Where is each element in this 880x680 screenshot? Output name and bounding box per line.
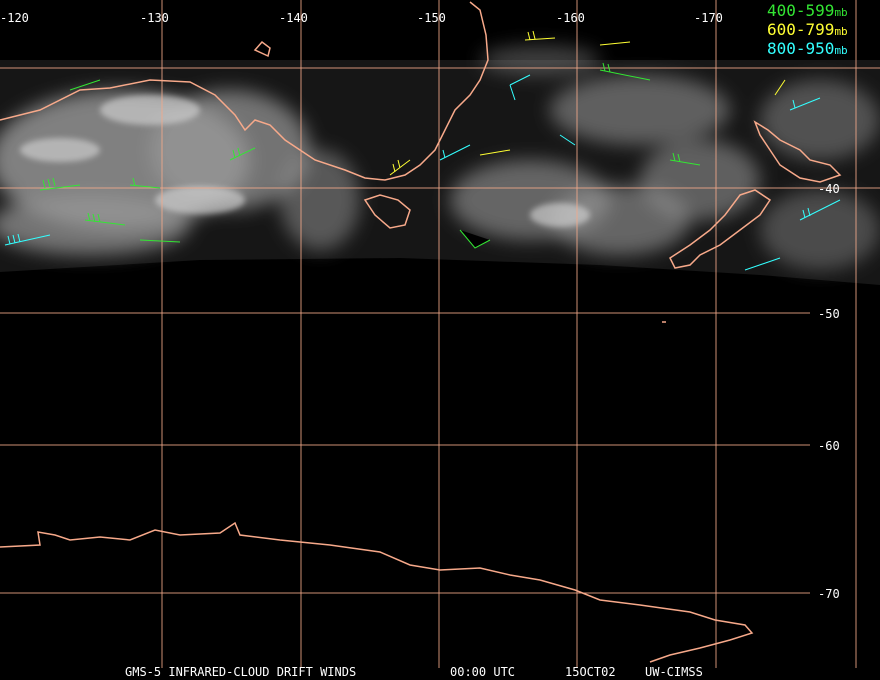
legend-range: 600-799 <box>767 20 834 39</box>
legend-range: 800-950 <box>767 39 834 58</box>
legend-entry: 600-799mb <box>767 20 848 39</box>
lat-label: -50 <box>818 307 840 321</box>
lon-label: -140 <box>279 11 308 25</box>
legend-unit: mb <box>834 44 847 57</box>
legend-entry: 800-950mb <box>767 39 848 58</box>
footer-source: UW-CIMSS <box>645 665 703 679</box>
cloud-imagery <box>0 45 880 285</box>
lon-label: -170 <box>694 11 723 25</box>
lon-label: -150 <box>417 11 446 25</box>
lat-label: -40 <box>818 182 840 196</box>
legend-entry: 400-599mb <box>767 1 848 20</box>
footer-product: GMS-5 INFRARED-CLOUD DRIFT WINDS <box>125 665 356 679</box>
legend-range: 400-599 <box>767 1 834 20</box>
footer-time: 00:00 UTC <box>450 665 515 679</box>
coastlines <box>0 1 842 663</box>
lon-label: -160 <box>556 11 585 25</box>
lon-label: -130 <box>140 11 169 25</box>
lat-label: -60 <box>818 439 840 453</box>
legend-unit: mb <box>834 25 847 38</box>
footer-date: 15OCT02 <box>565 665 616 679</box>
lon-label: -120 <box>0 11 29 25</box>
legend-unit: mb <box>834 6 847 19</box>
wind-barbs <box>4 30 841 271</box>
lat-label: -70 <box>818 587 840 601</box>
